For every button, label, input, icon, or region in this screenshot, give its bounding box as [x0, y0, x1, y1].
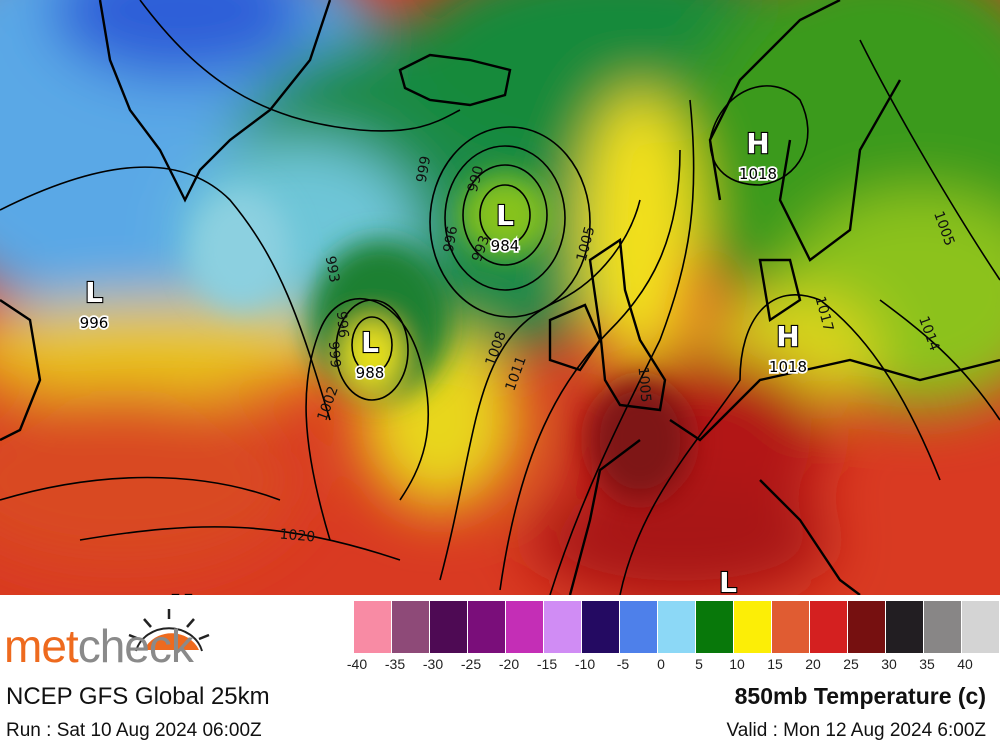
pressure-low-marker: L	[85, 276, 103, 309]
pressure-value: 996	[80, 314, 109, 332]
scale-tick-label: -30	[422, 656, 444, 672]
isobar-label: 996	[333, 311, 351, 339]
color-swatch	[468, 601, 505, 653]
pressure-value: 988	[356, 364, 385, 382]
scale-tick-label: 5	[695, 656, 703, 672]
scale-tick-label: -10	[574, 656, 596, 672]
scale-tick-label: -35	[384, 656, 406, 672]
color-swatch	[354, 601, 391, 653]
isobar-label: 1005	[634, 366, 653, 403]
pressure-high-marker: H	[170, 589, 193, 595]
color-scale	[354, 601, 1000, 653]
scale-tick-label: 20	[805, 656, 821, 672]
color-swatch	[392, 601, 429, 653]
pressure-high-marker: H	[776, 320, 799, 353]
isobar-label: 999	[325, 341, 343, 369]
scale-tick-label: -40	[346, 656, 368, 672]
scale-tick-label: 0	[657, 656, 665, 672]
valid-time: Valid : Mon 12 Aug 2024 6:00Z	[726, 720, 987, 741]
scale-tick-label: 35	[919, 656, 935, 672]
color-scale-ticks: -40 -35 -30 -25 -20 -15 -10 -5 0 5 10 15 20 25 30 35 40	[342, 656, 1000, 674]
isobar-label: 993	[322, 255, 342, 284]
pressure-low-marker: L	[361, 326, 379, 359]
color-swatch	[544, 601, 581, 653]
scale-tick-label: 25	[843, 656, 859, 672]
scale-tick-label: -25	[460, 656, 482, 672]
metcheck-sun-icon	[128, 609, 210, 652]
isobar-label: 996	[441, 225, 461, 254]
metcheck-logo: metcheck	[4, 620, 194, 672]
color-swatch	[886, 601, 923, 653]
color-swatch	[734, 601, 771, 653]
scale-tick-label: 10	[729, 656, 745, 672]
color-swatch	[810, 601, 847, 653]
color-swatch	[962, 601, 999, 653]
color-swatch	[772, 601, 809, 653]
isobar-label: 1020	[279, 526, 316, 545]
isobar-label: 990	[465, 164, 487, 194]
model-name: NCEP GFS Global 25km	[6, 683, 270, 710]
scale-tick-label: 30	[881, 656, 897, 672]
color-swatch	[658, 601, 695, 653]
pressure-low-marker: L	[496, 199, 514, 232]
isobar-label: 999	[414, 155, 434, 184]
color-swatch	[430, 601, 467, 653]
pressure-systems: H 1018 L 984 L 996 L 988 H 1018 H L	[78, 126, 809, 595]
scale-tick-label: -15	[536, 656, 558, 672]
scale-tick-label: -5	[616, 656, 630, 672]
isobars	[0, 0, 1000, 595]
run-time: Run : Sat 10 Aug 2024 06:00Z	[6, 720, 262, 741]
pressure-high-marker: H	[746, 127, 769, 160]
pressure-value: 1018	[769, 358, 807, 376]
pressure-value: 984	[491, 237, 520, 255]
color-swatch	[924, 601, 961, 653]
color-swatch	[506, 601, 543, 653]
scale-tick-label: -20	[498, 656, 520, 672]
temperature-field	[0, 0, 1000, 595]
scale-tick-label: 40	[957, 656, 973, 672]
color-swatch	[696, 601, 733, 653]
pressure-low-marker: L	[719, 566, 737, 595]
footer: metcheck NCEP GFS Global 25km Run : Sat …	[0, 595, 1000, 749]
color-swatch	[620, 601, 657, 653]
scale-tick-label: 15	[767, 656, 783, 672]
chart-title: 850mb Temperature (c)	[734, 683, 986, 709]
color-swatch	[848, 601, 885, 653]
pressure-value: 1018	[739, 165, 777, 183]
color-swatch	[582, 601, 619, 653]
